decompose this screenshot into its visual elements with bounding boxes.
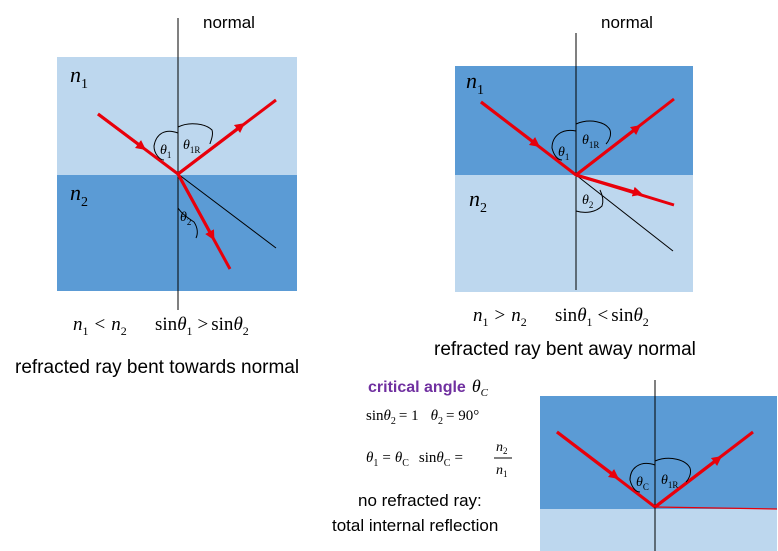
angle-arc-incident-panel3 — [629, 463, 656, 493]
n2-label-panel2: n2 — [469, 186, 487, 216]
panel-away-normal: normal n1 n2 θ1 θ1R θ2 n1 > n2 sinθ1 < si — [434, 13, 696, 360]
theta1r-label-panel2: θ1R — [582, 133, 599, 150]
incident-extension-panel1 — [177, 173, 277, 249]
critical-fraction-numerator: n2 — [496, 440, 508, 456]
caption-panel2: refracted ray bent away normal — [434, 339, 696, 360]
normal-label-panel1: normal — [203, 13, 255, 32]
medium-bottom-panel1 — [57, 175, 297, 291]
incident-ray-arrow-panel2 — [480, 100, 540, 148]
n1-label-panel1: n1 — [70, 62, 88, 92]
tir-note-line2: total internal reflection — [332, 516, 498, 535]
incident-ray-arrow-panel3 — [556, 430, 619, 480]
thetac-label-panel3: θC — [636, 475, 649, 492]
medium-top-panel3 — [540, 396, 777, 509]
theta2-label-panel1: θ2 — [180, 210, 191, 227]
reflected-ray-arrow-panel3 — [654, 455, 722, 509]
critical-equation-2: θ1 = θC sinθC = — [366, 450, 463, 469]
theta1-label-panel2: θ1 — [558, 145, 569, 162]
critical-fraction-denominator: n1 — [496, 463, 508, 479]
angle-arc-incident-panel1 — [153, 130, 179, 161]
angle-arc-refracted-panel1 — [177, 207, 198, 239]
incident-ray-arrow-panel1 — [97, 112, 146, 150]
angle-arc-incident-panel2 — [551, 129, 577, 161]
sine-relation-panel1: sinθ1 > sinθ2 — [155, 314, 249, 338]
n2-label-panel1: n2 — [70, 180, 88, 210]
critical-angle-heading: critical angle θC — [368, 376, 489, 399]
medium-top-panel2 — [455, 66, 693, 175]
theta2-label-panel2: θ2 — [582, 193, 593, 210]
medium-bottom-panel3 — [540, 509, 777, 551]
reflected-ray-arrow-panel1 — [177, 122, 245, 176]
panel-towards-normal: normal n1 n2 θ1 θ1R θ2 n1 < n2 sinθ1 > si — [15, 13, 299, 378]
theta1-label-panel1: θ1 — [160, 143, 171, 160]
angle-arc-reflected-panel2 — [575, 120, 611, 145]
critical-equation-1: sinθ2 = 1 θ2 = 90° — [366, 408, 479, 427]
refracted-ray-arrow-panel1 — [176, 173, 215, 241]
caption-panel1: refracted ray bent towards normal — [15, 357, 299, 378]
angle-arc-refracted-panel2 — [575, 189, 604, 213]
sine-relation-panel2: sinθ1 < sinθ2 — [555, 305, 649, 329]
medium-top-panel1 — [57, 57, 297, 175]
theta1r-label-panel3: θ1R — [661, 473, 678, 490]
angle-arc-reflected-panel1 — [177, 123, 214, 145]
reflected-ray-arrow-panel2 — [575, 124, 641, 177]
n1-label-panel2: n1 — [466, 68, 484, 98]
theta1r-label-panel1: θ1R — [183, 138, 200, 155]
index-relation-panel2: n1 > n2 — [473, 305, 527, 329]
index-relation-panel1: n1 < n2 — [73, 314, 127, 338]
tir-note-line1: no refracted ray: — [358, 491, 482, 510]
normal-label-panel2: normal — [601, 13, 653, 32]
angle-arc-reflected-panel3 — [654, 457, 691, 483]
panel-critical-angle: θC θ1R critical angle θC sinθ2 = 1 θ2 = 90° … — [332, 376, 778, 551]
medium-bottom-panel2 — [455, 175, 693, 292]
surface-ray-panel3 — [654, 506, 778, 510]
refracted-ray-arrow-panel2 — [575, 173, 643, 197]
incident-extension-panel2 — [575, 174, 674, 252]
